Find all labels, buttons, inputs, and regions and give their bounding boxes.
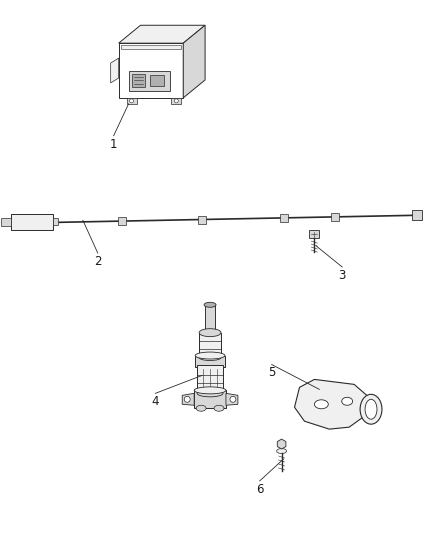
Polygon shape	[111, 58, 119, 83]
Ellipse shape	[277, 449, 286, 454]
Bar	[1, 218, 11, 226]
Ellipse shape	[199, 329, 221, 337]
Ellipse shape	[365, 399, 377, 419]
Text: 2: 2	[94, 255, 102, 268]
Text: 3: 3	[339, 269, 346, 282]
Polygon shape	[119, 25, 205, 43]
Bar	[412, 211, 422, 220]
Ellipse shape	[194, 387, 226, 394]
Bar	[199, 333, 221, 358]
Text: 5: 5	[268, 367, 276, 379]
Polygon shape	[277, 439, 286, 449]
Bar	[309, 230, 319, 238]
Ellipse shape	[195, 352, 225, 359]
Text: 1: 1	[110, 138, 117, 151]
Polygon shape	[294, 379, 369, 429]
Polygon shape	[183, 25, 205, 98]
Bar	[171, 98, 181, 104]
Bar	[129, 71, 170, 91]
Bar	[11, 214, 53, 230]
Circle shape	[230, 397, 236, 402]
Circle shape	[174, 99, 178, 103]
Bar	[279, 214, 288, 222]
Text: 6: 6	[256, 483, 264, 496]
Ellipse shape	[342, 397, 353, 405]
Bar	[194, 390, 226, 408]
Bar	[198, 216, 206, 224]
Ellipse shape	[204, 302, 216, 308]
Bar	[150, 75, 164, 86]
Bar	[53, 218, 58, 225]
Ellipse shape	[197, 390, 223, 397]
Ellipse shape	[314, 400, 328, 409]
Bar	[131, 74, 145, 87]
Polygon shape	[226, 393, 238, 405]
Ellipse shape	[199, 354, 221, 360]
Circle shape	[184, 397, 190, 402]
Polygon shape	[119, 43, 183, 98]
Ellipse shape	[360, 394, 382, 424]
Bar	[127, 98, 137, 104]
Text: 4: 4	[152, 395, 159, 408]
Polygon shape	[182, 393, 194, 405]
Circle shape	[130, 99, 134, 103]
Ellipse shape	[214, 405, 224, 411]
Bar	[120, 45, 181, 49]
Bar	[118, 217, 126, 225]
Bar	[205, 305, 215, 335]
Bar	[197, 366, 223, 393]
Bar	[195, 356, 225, 367]
Ellipse shape	[196, 405, 206, 411]
Bar	[331, 213, 339, 221]
